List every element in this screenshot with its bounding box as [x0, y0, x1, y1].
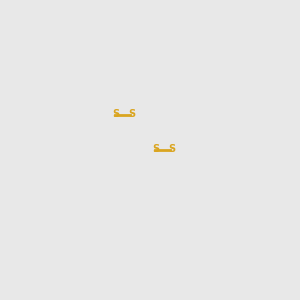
Text: S: S: [112, 109, 119, 119]
Text: S: S: [152, 144, 159, 154]
Text: S: S: [168, 144, 175, 154]
Text: S: S: [128, 109, 135, 119]
